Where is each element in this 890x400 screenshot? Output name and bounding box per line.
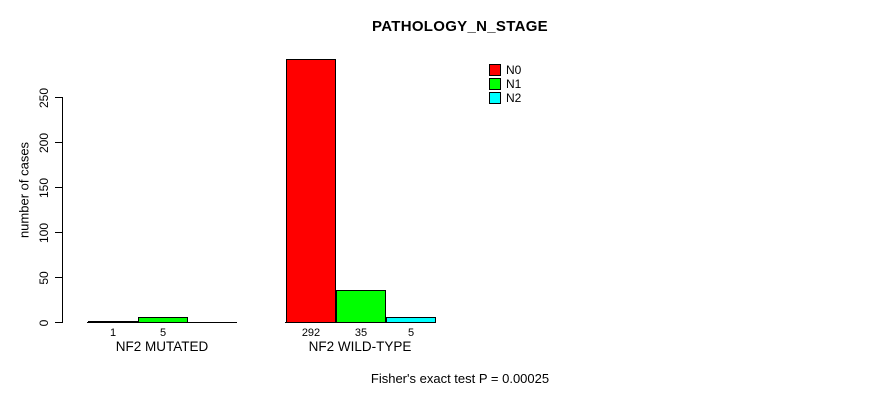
legend-label: N0 <box>506 63 522 77</box>
legend: N0 N1 N2 <box>489 64 521 106</box>
legend-item: N0 <box>489 64 521 76</box>
chart-title: PATHOLOGY_N_STAGE <box>372 18 548 35</box>
legend-swatch-N1 <box>489 78 501 90</box>
y-tick-label: 0 <box>37 319 51 327</box>
fisher-test-annotation: Fisher's exact test P = 0.00025 <box>370 371 550 386</box>
bar-N1 <box>336 290 386 323</box>
bar-value-label: 5 <box>159 327 167 339</box>
bar-value-label: 292 <box>301 327 321 339</box>
x-group-label: NF2 MUTATED <box>115 339 209 354</box>
y-tick-mark <box>55 277 62 278</box>
legend-label: N1 <box>506 77 522 91</box>
legend-swatch-N0 <box>489 64 501 76</box>
y-axis-line <box>62 97 63 323</box>
y-tick-label: 50 <box>37 271 51 285</box>
y-tick-mark <box>55 97 62 98</box>
legend-item: N1 <box>489 78 521 90</box>
legend-label: N2 <box>506 91 522 105</box>
y-axis-title: number of cases <box>16 141 32 239</box>
bar-value-label: 1 <box>109 327 117 339</box>
y-tick-label: 100 <box>37 222 51 244</box>
bar-N0 <box>88 321 138 323</box>
y-tick-label: 200 <box>37 132 51 154</box>
y-tick-mark <box>55 232 62 233</box>
legend-item: N2 <box>489 92 521 104</box>
legend-swatch-N2 <box>489 92 501 104</box>
y-tick-label: 250 <box>37 87 51 109</box>
bar-N1 <box>138 317 188 323</box>
bar-value-label: 5 <box>407 327 415 339</box>
bar-value-label: 35 <box>354 327 368 339</box>
y-tick-mark <box>55 142 62 143</box>
x-group-label: NF2 WILD-TYPE <box>308 339 412 354</box>
y-tick-label: 150 <box>37 177 51 199</box>
bar-N0 <box>286 59 336 323</box>
y-tick-mark <box>55 187 62 188</box>
y-tick-mark <box>55 322 62 323</box>
bar-N2 <box>386 317 436 323</box>
